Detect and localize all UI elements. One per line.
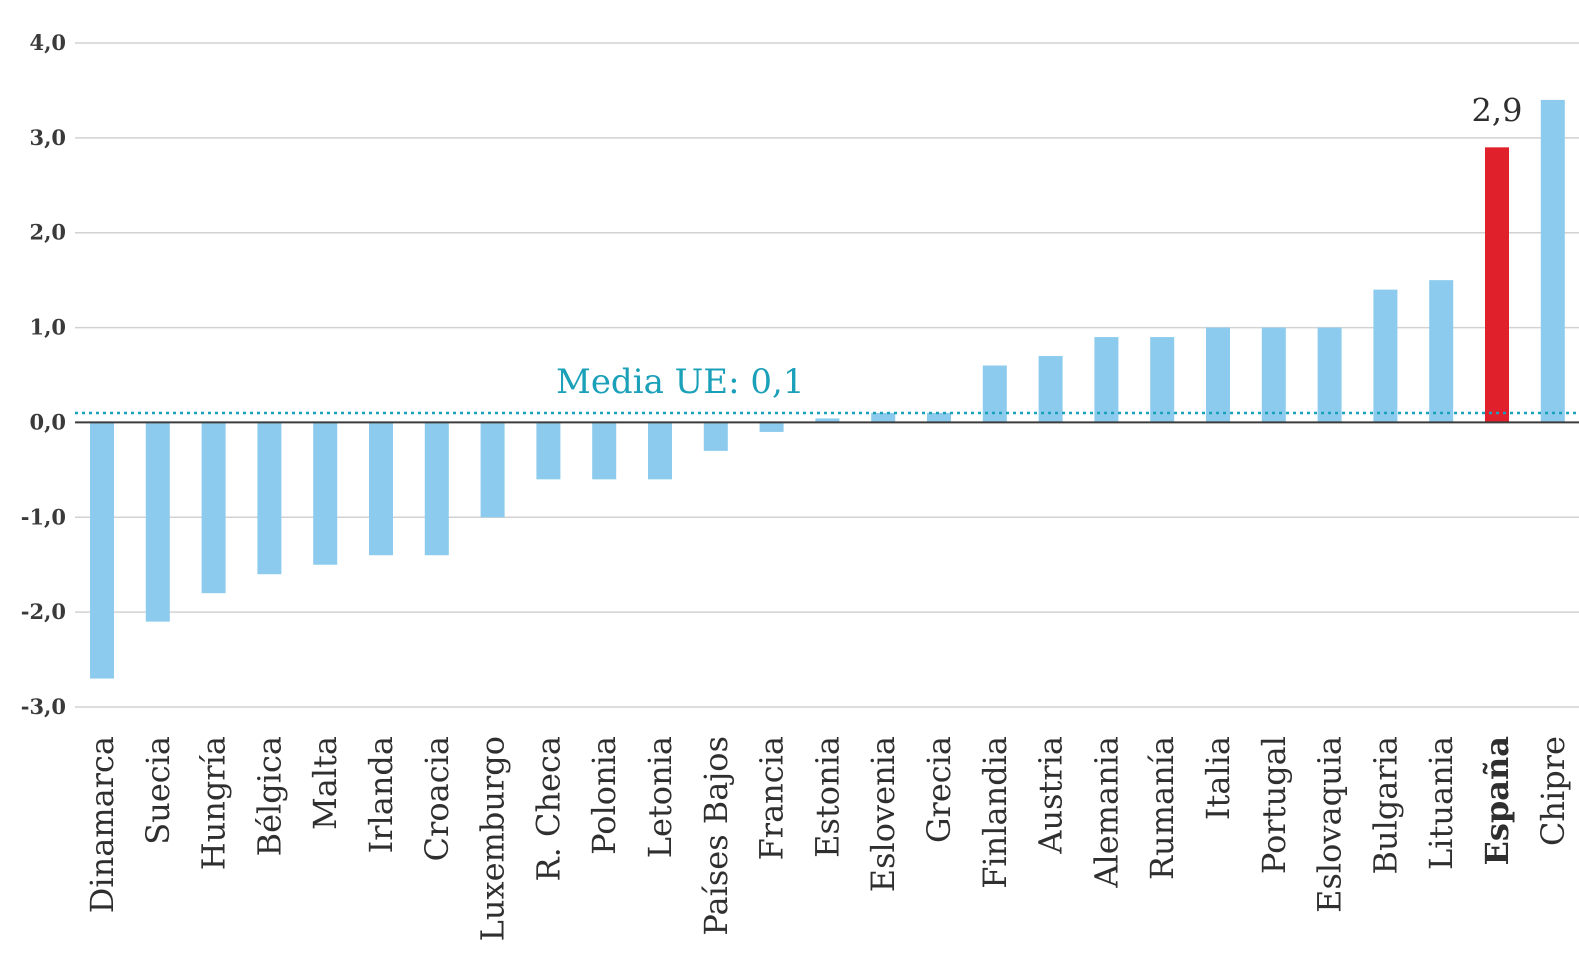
bar-eslovaquia (1317, 327, 1342, 423)
category-label-bulgaria: Bulgaria (1366, 736, 1404, 875)
bar-italia (1206, 327, 1230, 423)
category-label-austria: Austria (1032, 736, 1070, 855)
bars (90, 99, 1565, 679)
category-label-rumania: Rumanía (1143, 736, 1181, 880)
category-label-luxemburgo: Luxemburgo (474, 736, 512, 941)
bar-espana (1485, 147, 1509, 423)
category-label-espana: España (1478, 736, 1516, 866)
category-label-polonia: Polonia (585, 736, 623, 855)
espana-value-label: 2,9 (1472, 91, 1523, 129)
category-label-dinamarca: Dinamarca (83, 736, 121, 913)
eu-average-label: Media UE: 0,1 (556, 362, 804, 402)
bar-belgica (257, 422, 282, 575)
bar-chipre (1540, 99, 1565, 423)
category-label-grecia: Grecia (920, 736, 958, 843)
category-label-italia: Italia (1199, 736, 1237, 820)
bar-r-checa (536, 422, 561, 480)
bar-francia (759, 422, 784, 432)
bar-polonia (592, 422, 617, 480)
bar-bulgaria (1373, 289, 1398, 423)
bar-irlanda (369, 422, 393, 556)
category-label-eslovenia: Eslovenia (864, 736, 902, 892)
category-label-letonia: Letonia (641, 736, 679, 858)
gridlines (75, 42, 1579, 708)
category-label-alemania: Alemania (1087, 736, 1125, 889)
bar-hungria (201, 422, 226, 594)
category-label-belgica: Bélgica (250, 736, 288, 856)
bar-lituania (1429, 280, 1454, 423)
bar-croacia (424, 422, 449, 556)
y-tick-label: 3,0 (29, 125, 66, 150)
bar-malta (313, 422, 338, 565)
bar-eslovenia (871, 412, 896, 423)
y-axis-tick-labels: 4,0 3,0 2,0 1,0 0,0 -1,0 -2,0 -3,0 (21, 30, 66, 719)
category-label-suecia: Suecia (139, 736, 177, 845)
x-axis-category-labels: Dinamarca Suecia Hungría Bélgica Malta Irland… (83, 736, 1572, 941)
bar-suecia (145, 422, 170, 622)
y-tick-label: -3,0 (21, 694, 66, 719)
category-label-francia: Francia (753, 736, 791, 860)
category-label-portugal: Portugal (1255, 736, 1293, 874)
y-tick-label: 0,0 (29, 409, 66, 434)
category-label-chipre: Chipre (1534, 736, 1572, 846)
category-label-estonia: Estonia (808, 736, 846, 858)
category-label-croacia: Croacia (418, 736, 456, 861)
category-label-eslovaquia: Eslovaquia (1311, 736, 1349, 913)
bar-letonia (648, 422, 672, 480)
bar-paises-bajos (703, 422, 728, 451)
bar-luxemburgo (480, 422, 505, 518)
category-label-hungria: Hungría (195, 736, 233, 870)
category-label-malta: Malta (306, 736, 344, 830)
y-tick-label: 4,0 (29, 30, 66, 55)
bar-austria (1038, 356, 1063, 423)
bar-grecia (927, 412, 951, 423)
y-tick-label: 2,0 (29, 220, 66, 245)
category-label-lituania: Lituania (1422, 736, 1460, 870)
category-label-finlandia: Finlandia (976, 736, 1014, 889)
bar-dinamarca (90, 422, 114, 679)
category-label-paises-bajos: Países Bajos (697, 736, 735, 936)
bar-rumania (1150, 337, 1175, 423)
bar-portugal (1261, 327, 1286, 423)
bar-alemania (1094, 337, 1119, 423)
y-tick-label: 1,0 (29, 315, 66, 340)
bar-estonia (815, 418, 840, 423)
y-tick-label: -2,0 (21, 599, 66, 624)
category-label-r-checa: R. Checa (529, 736, 567, 881)
y-tick-label: -1,0 (21, 504, 66, 529)
category-label-irlanda: Irlanda (362, 736, 400, 853)
